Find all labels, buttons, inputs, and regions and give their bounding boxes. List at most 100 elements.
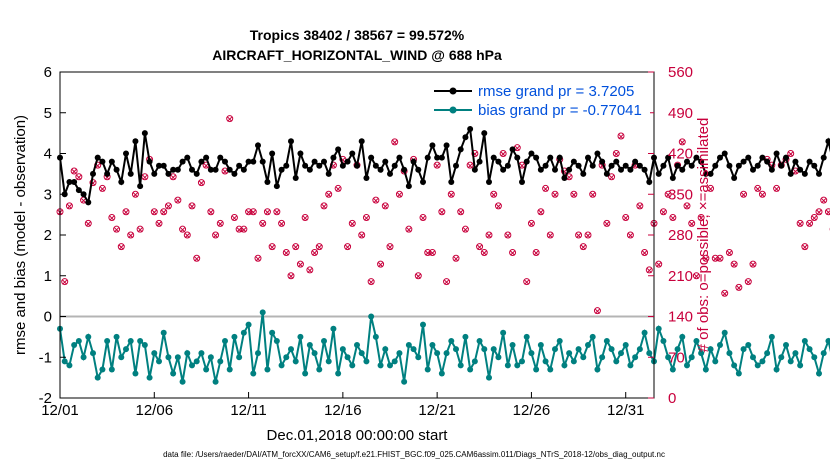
bias-point (481, 346, 488, 353)
bias-point (556, 337, 563, 344)
obs-possible-marker (801, 243, 809, 251)
obs-assimilated-marker (462, 227, 468, 233)
bias-point (415, 354, 422, 361)
bias-point (580, 354, 587, 361)
rmse-point (542, 162, 549, 169)
bias-point (80, 354, 87, 361)
rmse-point (721, 150, 728, 157)
rmse-point (636, 162, 643, 169)
obs-assimilated-marker (434, 163, 440, 169)
legend-rmse-label: rmse grand pr = 3.7205 (478, 83, 634, 100)
obs-assimilated-marker (811, 215, 817, 221)
bias-point (759, 358, 766, 365)
rmse-point (462, 134, 469, 141)
rmse-point (349, 150, 356, 157)
rmse-point (712, 162, 719, 169)
bias-point (745, 342, 752, 349)
obs-assimilated-marker (500, 151, 506, 157)
bias-point (613, 358, 620, 365)
tick-layer: -2-1012345607014021028035042049056012/01… (39, 64, 693, 419)
obs-possible-marker (287, 272, 295, 280)
rmse-point (306, 166, 313, 173)
obs-possible-marker (815, 208, 823, 216)
rmse-point (104, 170, 111, 177)
rmse-point (316, 162, 323, 169)
obs-assimilated-marker (387, 244, 393, 250)
obs-assimilated-marker (547, 233, 553, 239)
obs-possible-marker (75, 173, 83, 181)
rmse-point (783, 154, 789, 161)
bias-point (509, 342, 516, 349)
bias-point (674, 346, 681, 353)
rmse-point (203, 154, 210, 161)
obs-assimilated-marker (486, 233, 492, 239)
obs-assimilated-marker (670, 215, 676, 221)
rmse-point (269, 150, 276, 157)
obs-possible-marker (268, 243, 276, 251)
x-axis-label: Dec.01,2018 00:00:00 start (267, 427, 449, 444)
obs-possible-marker (593, 307, 601, 315)
bias-point (269, 329, 276, 336)
obs-assimilated-marker (684, 203, 690, 210)
bias-point (641, 329, 648, 336)
obs-possible-marker (537, 208, 545, 216)
rmse-point (750, 166, 756, 173)
obs-possible-marker (282, 248, 290, 256)
bias-point (226, 366, 233, 373)
bias-point (278, 362, 285, 369)
bias-point (453, 346, 459, 353)
obs-assimilated-marker (156, 221, 162, 227)
rmse-point (481, 130, 488, 137)
obs-possible-marker (641, 248, 649, 256)
rmse-point (358, 138, 365, 145)
obs-assimilated-marker (514, 145, 520, 151)
bias-point (222, 337, 228, 344)
rmse-point (486, 179, 492, 186)
obs-assimilated-marker (467, 163, 473, 169)
obs-possible-marker (348, 219, 356, 227)
obs-assimilated-marker (231, 215, 237, 221)
rmse-point (552, 166, 558, 173)
obs-possible-marker (344, 243, 352, 251)
obs-possible-marker (457, 208, 465, 216)
bias-point (141, 342, 148, 349)
obs-assimilated-marker (689, 221, 695, 227)
obs-assimilated-marker (679, 139, 685, 145)
bias-point (236, 354, 243, 361)
obs-assimilated-marker (316, 244, 322, 250)
obs-possible-marker (702, 254, 710, 262)
obs-assimilated-marker (297, 262, 303, 268)
obs-assimilated-marker (392, 139, 398, 145)
bias-point (387, 362, 393, 369)
y-tick-left-label: 1 (44, 268, 52, 285)
obs-assimilated-marker (236, 227, 242, 233)
bias-point (245, 321, 252, 328)
obs-possible-marker (579, 243, 587, 251)
bias-point (335, 370, 342, 377)
bias-point (735, 370, 742, 377)
obs-assimilated-marker (246, 209, 252, 215)
obs-possible-marker (150, 208, 158, 216)
bias-point (552, 346, 558, 353)
obs-assimilated-marker (194, 256, 200, 262)
obs-possible-marker (617, 132, 625, 140)
obs-assimilated-marker (198, 180, 204, 186)
rmse-point (453, 162, 459, 169)
obs-assimilated-marker (538, 209, 544, 215)
rmse-point (387, 170, 393, 177)
y-tick-right-label: 70 (668, 349, 685, 366)
rmse-point (599, 158, 606, 165)
bias-point (250, 370, 257, 377)
rmse-point (665, 154, 672, 161)
obs-possible-marker (315, 243, 323, 251)
obs-possible-marker (362, 214, 370, 222)
obs-possible-marker (721, 289, 729, 297)
rmse-point (330, 154, 337, 161)
obs-possible-marker (377, 260, 385, 268)
obs-possible-marker (296, 260, 304, 268)
rmse-point (217, 154, 224, 161)
obs-possible-marker (669, 214, 677, 222)
obs-assimilated-marker (627, 233, 633, 239)
rmse-point (146, 158, 153, 165)
chart-subtitle: AIRCRAFT_HORIZONTAL_WIND @ 688 hPa (212, 47, 502, 63)
